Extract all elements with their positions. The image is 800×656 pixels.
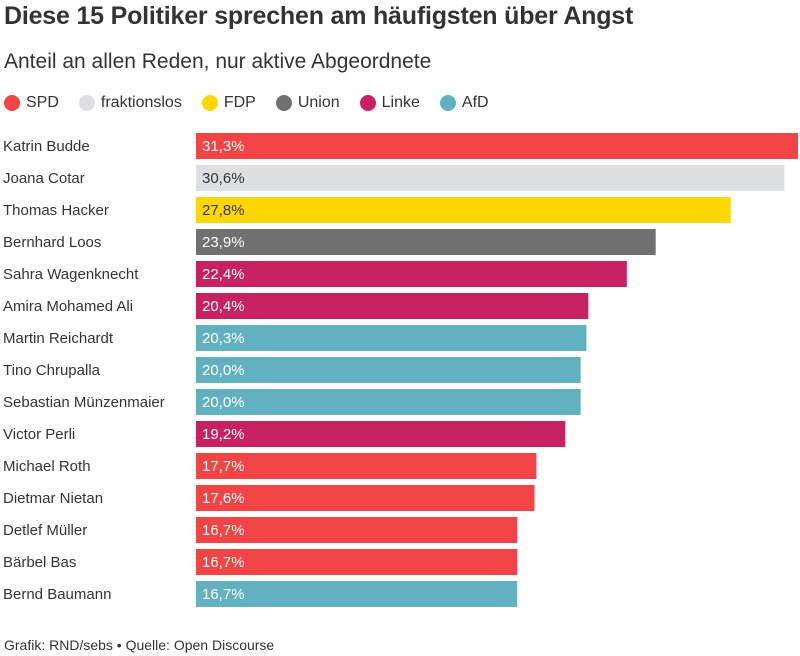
- data-label: 27,8%: [202, 202, 245, 219]
- data-label: 20,0%: [202, 394, 245, 411]
- bar: [196, 229, 656, 255]
- bar: [196, 133, 798, 159]
- data-label: 22,4%: [202, 266, 245, 283]
- bar: [196, 389, 581, 415]
- category-label: Joana Cotar: [3, 170, 85, 187]
- category-label: Katrin Budde: [3, 138, 90, 155]
- chart-subtitle: Anteil an allen Reden, nur aktive Abgeor…: [4, 50, 432, 73]
- category-label: Sahra Wagenknecht: [3, 266, 139, 283]
- legend-swatch-fraktionslos: [78, 95, 95, 111]
- data-label: 16,7%: [202, 522, 245, 539]
- category-label: Amira Mohamed Ali: [3, 298, 133, 315]
- data-label: 30,6%: [202, 170, 245, 187]
- category-label: Bernhard Loos: [3, 234, 101, 251]
- bar: [196, 453, 537, 479]
- category-label: Bernd Baumann: [3, 586, 111, 603]
- category-label: Thomas Hacker: [3, 202, 109, 219]
- bar: [196, 485, 535, 511]
- legend-label-fraktionslos: fraktionslos: [100, 94, 182, 111]
- data-label: 17,7%: [202, 458, 245, 475]
- data-label: 23,9%: [202, 234, 245, 251]
- bar: [196, 517, 518, 543]
- data-label: 19,2%: [202, 426, 245, 443]
- legend-item-fdp: FDP: [201, 94, 256, 112]
- bar: [196, 325, 587, 351]
- legend-swatch-linke: [359, 95, 376, 111]
- data-label: 20,3%: [202, 330, 245, 347]
- category-label: Martin Reichardt: [3, 330, 114, 347]
- legend-swatch-union: [275, 95, 292, 111]
- category-label: Bärbel Bas: [3, 554, 76, 571]
- data-label: 16,7%: [202, 586, 245, 603]
- data-label: 16,7%: [202, 554, 245, 571]
- legend-item-linke: Linke: [359, 94, 420, 112]
- data-label: 17,6%: [202, 490, 245, 507]
- bar-chart: Katrin Budde 31,3% Joana Cotar 30,6% Thomas …: [3, 133, 798, 607]
- legend-swatch-fdp: [201, 95, 218, 111]
- category-label: Sebastian Münzenmaier: [3, 394, 165, 411]
- bar: [196, 165, 785, 191]
- legend-item-union: Union: [275, 94, 340, 112]
- category-label: Tino Chrupalla: [3, 362, 101, 379]
- legend-label-afd: AfD: [461, 94, 489, 111]
- legend-label-fdp: FDP: [223, 94, 256, 111]
- legend-label-spd: SPD: [26, 94, 59, 111]
- category-label: Dietmar Nietan: [3, 490, 103, 507]
- bar: [196, 293, 589, 319]
- legend-swatch-afd: [439, 95, 456, 111]
- category-label: Detlef Müller: [3, 522, 87, 539]
- legend-item-spd: SPD: [4, 94, 59, 112]
- category-label: Michael Roth: [3, 458, 91, 475]
- bar: [196, 261, 627, 287]
- data-label: 31,3%: [202, 138, 245, 155]
- bar: [196, 421, 566, 447]
- bar: [196, 197, 731, 223]
- source-footer: Grafik: RND/sebs • Quelle: Open Discours…: [4, 637, 275, 653]
- legend-label-linke: Linke: [381, 94, 420, 111]
- bar: [196, 581, 518, 607]
- legend-swatch-spd: [4, 95, 20, 111]
- legend: SPD fraktionslos FDP Union Linke AfD: [4, 94, 489, 112]
- legend-label-union: Union: [297, 94, 340, 111]
- data-label: 20,0%: [202, 362, 245, 379]
- legend-item-fraktionslos: fraktionslos: [78, 94, 182, 112]
- data-label: 20,4%: [202, 298, 245, 315]
- category-label: Victor Perli: [3, 426, 75, 443]
- legend-item-afd: AfD: [439, 94, 489, 112]
- chart-title: Diese 15 Politiker sprechen am häufigste…: [4, 2, 634, 30]
- bar: [196, 357, 581, 383]
- bar: [196, 549, 518, 575]
